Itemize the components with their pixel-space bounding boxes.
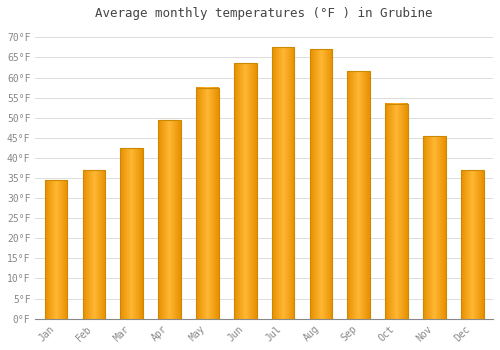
Bar: [120, 148, 143, 318]
Bar: [120, 148, 143, 318]
Title: Average monthly temperatures (°F ) in Grubine: Average monthly temperatures (°F ) in Gr…: [96, 7, 433, 20]
Bar: [196, 88, 219, 318]
Bar: [461, 170, 483, 318]
Bar: [310, 49, 332, 318]
Bar: [423, 136, 446, 318]
Bar: [82, 170, 106, 318]
Bar: [45, 180, 68, 318]
Bar: [385, 104, 408, 318]
Bar: [272, 47, 294, 318]
Bar: [45, 180, 68, 318]
Bar: [234, 63, 256, 319]
Bar: [423, 136, 446, 318]
Bar: [196, 88, 219, 318]
Bar: [158, 120, 181, 318]
Bar: [348, 71, 370, 318]
Bar: [461, 170, 483, 318]
Bar: [82, 170, 106, 318]
Bar: [272, 47, 294, 318]
Bar: [234, 63, 256, 319]
Bar: [348, 71, 370, 318]
Bar: [158, 120, 181, 318]
Bar: [310, 49, 332, 318]
Bar: [385, 104, 408, 318]
